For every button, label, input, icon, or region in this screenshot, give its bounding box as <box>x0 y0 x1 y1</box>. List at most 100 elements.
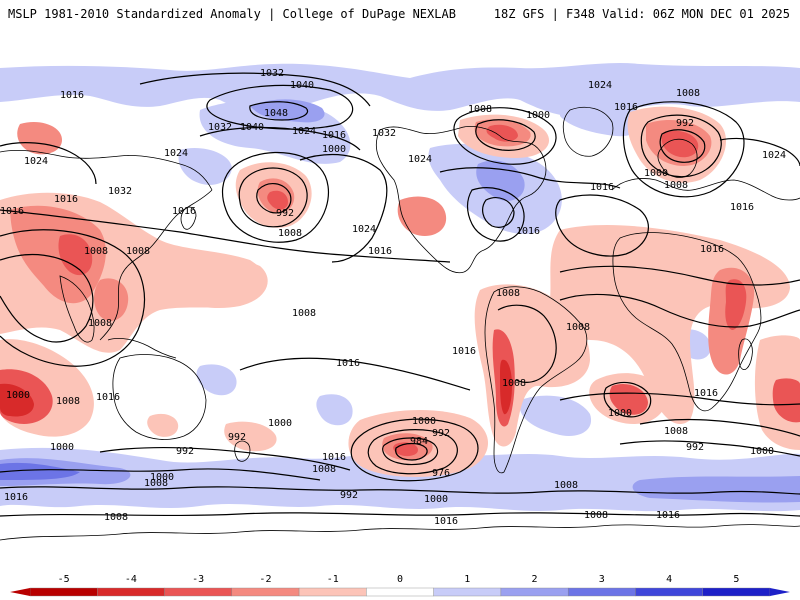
isobar-label: 1000 <box>526 110 550 121</box>
isobar-label: 1008 <box>468 104 492 115</box>
legend-colorbar <box>10 587 790 597</box>
pacific-low-negative-core-2 <box>267 190 288 210</box>
isobar-label: 1016 <box>590 182 614 193</box>
isobar-label: 1048 <box>264 108 288 119</box>
coast-india <box>59 275 95 343</box>
legend-tick-label: -1 <box>327 574 339 585</box>
isobar-1000-south-ring <box>350 418 479 482</box>
isobar-label: 1008 <box>312 464 336 475</box>
isobar-label: 992 <box>340 490 358 501</box>
isobar-label: 1000 <box>150 472 174 483</box>
anomaly-legend: -5 -4 -3 -2 -1 0 1 2 3 4 5 <box>10 574 790 597</box>
isobar-label: 1008 <box>496 288 520 299</box>
isobar-1008-asia <box>0 253 94 343</box>
isobar-label: 1016 <box>694 388 718 399</box>
west-pacific-positive <box>178 148 232 185</box>
isobar-label: 1008 <box>502 378 526 389</box>
east-edge-negative-core <box>772 378 800 423</box>
south-pacific-positive <box>316 394 353 426</box>
legend-swatch <box>231 587 300 597</box>
legend-tick-label: -5 <box>58 574 70 585</box>
isobar-1032-us <box>482 197 515 228</box>
isobar-label: 1000 <box>6 390 30 401</box>
isobar-label: 1008 <box>278 228 302 239</box>
isobar-1008-pacific-low <box>221 151 329 243</box>
isobar-1024-eurasia <box>719 137 800 167</box>
isobar-1024-pacific <box>299 153 388 263</box>
isobar-label: 992 <box>676 118 694 129</box>
isobar-contours <box>0 72 800 517</box>
isobar-1032-siberia <box>0 142 97 185</box>
isobar-1000-southern <box>0 468 321 481</box>
isobar-label: 1016 <box>60 90 84 101</box>
isobar-label: 1008 <box>554 480 578 491</box>
isobar-984-south-ring <box>382 437 439 466</box>
europe-negative-core-2 <box>661 130 699 158</box>
isobar-label: 1024 <box>408 154 432 165</box>
isobar-label: 1016 <box>336 358 360 369</box>
isobar-label: 992 <box>276 208 294 219</box>
southern-positive-east <box>632 476 800 503</box>
coast-europe <box>611 178 800 201</box>
isobar-label: 1016 <box>96 392 120 403</box>
isobar-label: 1000 <box>608 408 632 419</box>
isobar-1024-us <box>466 187 525 242</box>
isobar-label: 1008 <box>144 478 168 489</box>
isobar-label: 976 <box>432 468 450 479</box>
legend-arrow-low <box>10 588 30 596</box>
isobar-label: 1016 <box>730 202 754 213</box>
legend-tick-label: 3 <box>599 574 605 585</box>
isobar-label: 992 <box>686 442 704 453</box>
australia-west-negative-core-2 <box>0 383 34 417</box>
isobar-1000-southeast <box>639 418 800 437</box>
isobar-1016-europe <box>622 101 745 198</box>
negative-anomaly-shading <box>0 106 800 477</box>
isobar-label: 1000 <box>412 416 436 427</box>
isobar-label: 1008 <box>664 426 688 437</box>
legend-swatch <box>567 587 636 597</box>
isobar-label: 1024 <box>352 224 376 235</box>
isobar-992-southeast <box>619 440 800 457</box>
map-title: MSLP 1981-2010 Standardized Anomaly | Co… <box>8 7 456 21</box>
isobar-label: 1016 <box>452 346 476 357</box>
isobar-label: 1040 <box>290 80 314 91</box>
isobar-label: 1016 <box>4 492 28 503</box>
isobar-label: 992 <box>176 446 194 457</box>
legend-tick-label: 1 <box>464 574 470 585</box>
legend-tick-label: 5 <box>733 574 739 585</box>
isobar-label: 1000 <box>424 494 448 505</box>
legend-tick-label: 2 <box>532 574 538 585</box>
isobar-1024-aleutian <box>199 126 361 151</box>
hudson-low-negative-core-2 <box>486 124 518 142</box>
legend-arrow-high <box>770 588 790 596</box>
isobar-label: 1040 <box>240 122 264 133</box>
coast-north-america <box>375 126 547 274</box>
isobar-label: 1000 <box>50 442 74 453</box>
isobar-1016-africa <box>559 265 800 286</box>
isobar-1000-hudson <box>475 119 536 151</box>
legend-tick-label: -3 <box>192 574 204 585</box>
isobar-1000-indian-low <box>603 381 652 418</box>
coast-africa <box>612 232 762 412</box>
isobar-1008-europe <box>640 114 722 178</box>
isobar-992-southern <box>99 446 351 471</box>
isobar-1040-ring <box>206 84 354 130</box>
isobar-label: 1000 <box>322 144 346 155</box>
isobar-1008-africa <box>559 293 800 328</box>
southern-positive-core-2 <box>0 462 80 480</box>
legend-swatch <box>298 587 367 597</box>
mid-pacific-negative <box>145 253 268 309</box>
isobar-label: 1032 <box>372 128 396 139</box>
isobar-label: 1024 <box>292 126 316 137</box>
isobar-label: 1008 <box>584 510 608 521</box>
coast-scandinavia <box>657 138 698 178</box>
small-negative-1 <box>147 413 179 437</box>
isobar-label: 1016 <box>700 244 724 255</box>
isobar-label: 1016 <box>54 194 78 205</box>
isobar-label: 992 <box>432 428 450 439</box>
coast-greenland <box>562 106 614 157</box>
legend-swatch <box>500 587 569 597</box>
coast-australia <box>112 354 207 440</box>
coast-asia-north <box>0 149 213 191</box>
india-negative <box>94 278 129 321</box>
